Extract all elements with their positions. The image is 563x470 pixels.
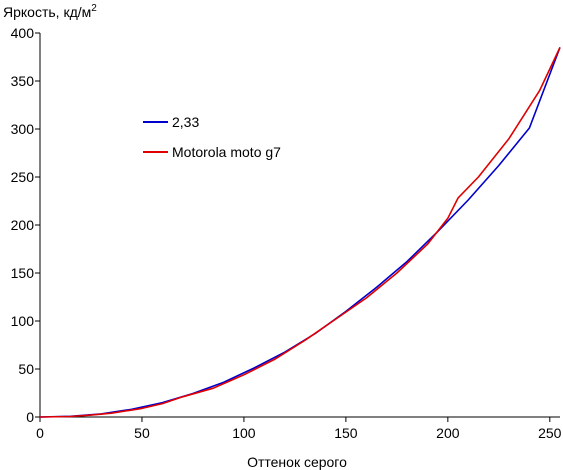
x-tick-label: 0 (36, 425, 44, 441)
x-axis-label: Оттенок серого (247, 454, 347, 470)
x-tick-label: 150 (334, 425, 358, 441)
legend-label-1: 2,33 (172, 114, 199, 130)
x-tick-label: 200 (436, 425, 460, 441)
y-tick-label: 200 (11, 217, 35, 233)
y-tick-label: 0 (26, 409, 34, 425)
series-group (39, 47, 561, 418)
x-tick-label: 250 (538, 425, 562, 441)
axes: 0 50 100 150 200 250 300 350 400 0 50 100 150 200 250 (11, 25, 562, 441)
x-tick-label: 100 (232, 425, 256, 441)
y-axis-label: Яркость, кд/м2 (3, 3, 97, 20)
y-tick-label: 150 (11, 265, 35, 281)
y-tick-label: 100 (11, 313, 35, 329)
y-tick-label: 300 (11, 121, 35, 137)
legend: 2,33 Motorola moto g7 (143, 114, 281, 160)
x-tick-label: 50 (134, 425, 150, 441)
legend-label-2: Motorola moto g7 (172, 144, 281, 160)
y-tick-label: 350 (11, 73, 35, 89)
y-tick-label: 50 (18, 361, 34, 377)
series-line-1 (39, 47, 561, 418)
series-line-2 (39, 47, 561, 418)
y-tick-label: 250 (11, 169, 35, 185)
y-tick-label: 400 (11, 25, 35, 41)
